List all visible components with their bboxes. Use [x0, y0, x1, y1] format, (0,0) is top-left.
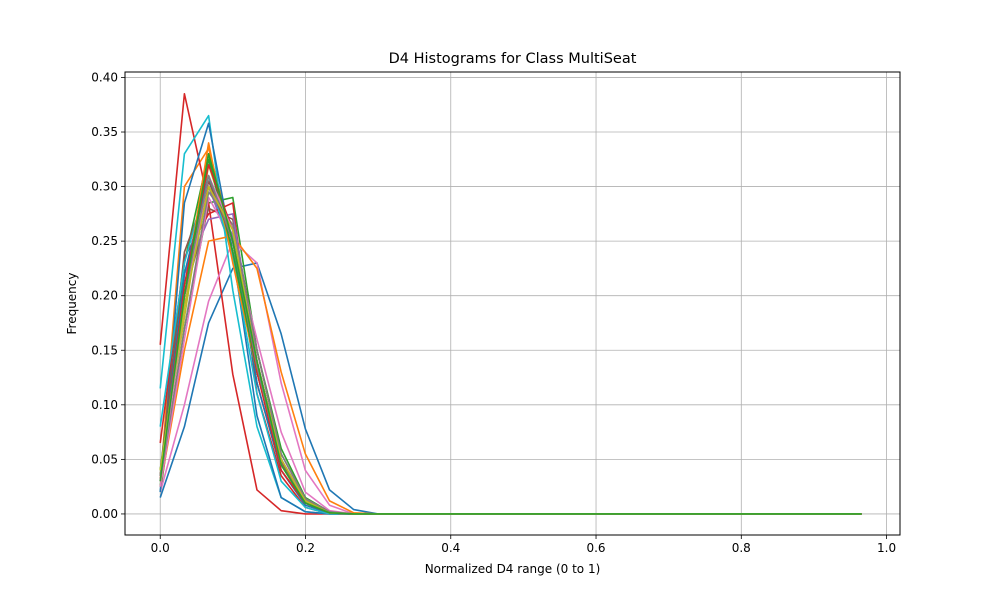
- y-tick-label: 0.20: [91, 289, 118, 303]
- x-tick-label: 0.6: [586, 541, 605, 555]
- y-tick-label: 0.30: [91, 180, 118, 194]
- x-axis-label: Normalized D4 range (0 to 1): [425, 562, 601, 576]
- chart-title: D4 Histograms for Class MultiSeat: [389, 51, 637, 67]
- y-tick-label: 0.40: [91, 70, 118, 84]
- y-axis-label: Frequency: [65, 273, 79, 335]
- plot-area-frame: [124, 71, 901, 536]
- y-axis-ticks: 0.00 0.05 0.10 0.15 0.20 0.25 0.30 0.35 0.40: [91, 70, 125, 521]
- y-tick-label: 0.15: [91, 343, 118, 357]
- x-tick-label: 0.4: [441, 541, 460, 555]
- y-tick-label: 0.10: [91, 398, 118, 412]
- y-tick-label: 0.00: [91, 507, 118, 521]
- series-line-30: [159, 153, 862, 515]
- series-layer: [159, 93, 862, 515]
- y-tick-label: 0.05: [91, 452, 118, 466]
- x-tick-label: 0.2: [296, 541, 315, 555]
- x-tick-label: 0.0: [151, 541, 170, 555]
- x-axis-ticks: 0.0 0.2 0.4 0.6 0.8 1.0: [151, 535, 896, 555]
- y-tick-label: 0.25: [91, 234, 118, 248]
- y-tick-label: 0.35: [91, 125, 118, 139]
- grid-lines: [125, 72, 900, 535]
- x-tick-label: 1.0: [877, 541, 896, 555]
- x-tick-label: 0.8: [732, 541, 751, 555]
